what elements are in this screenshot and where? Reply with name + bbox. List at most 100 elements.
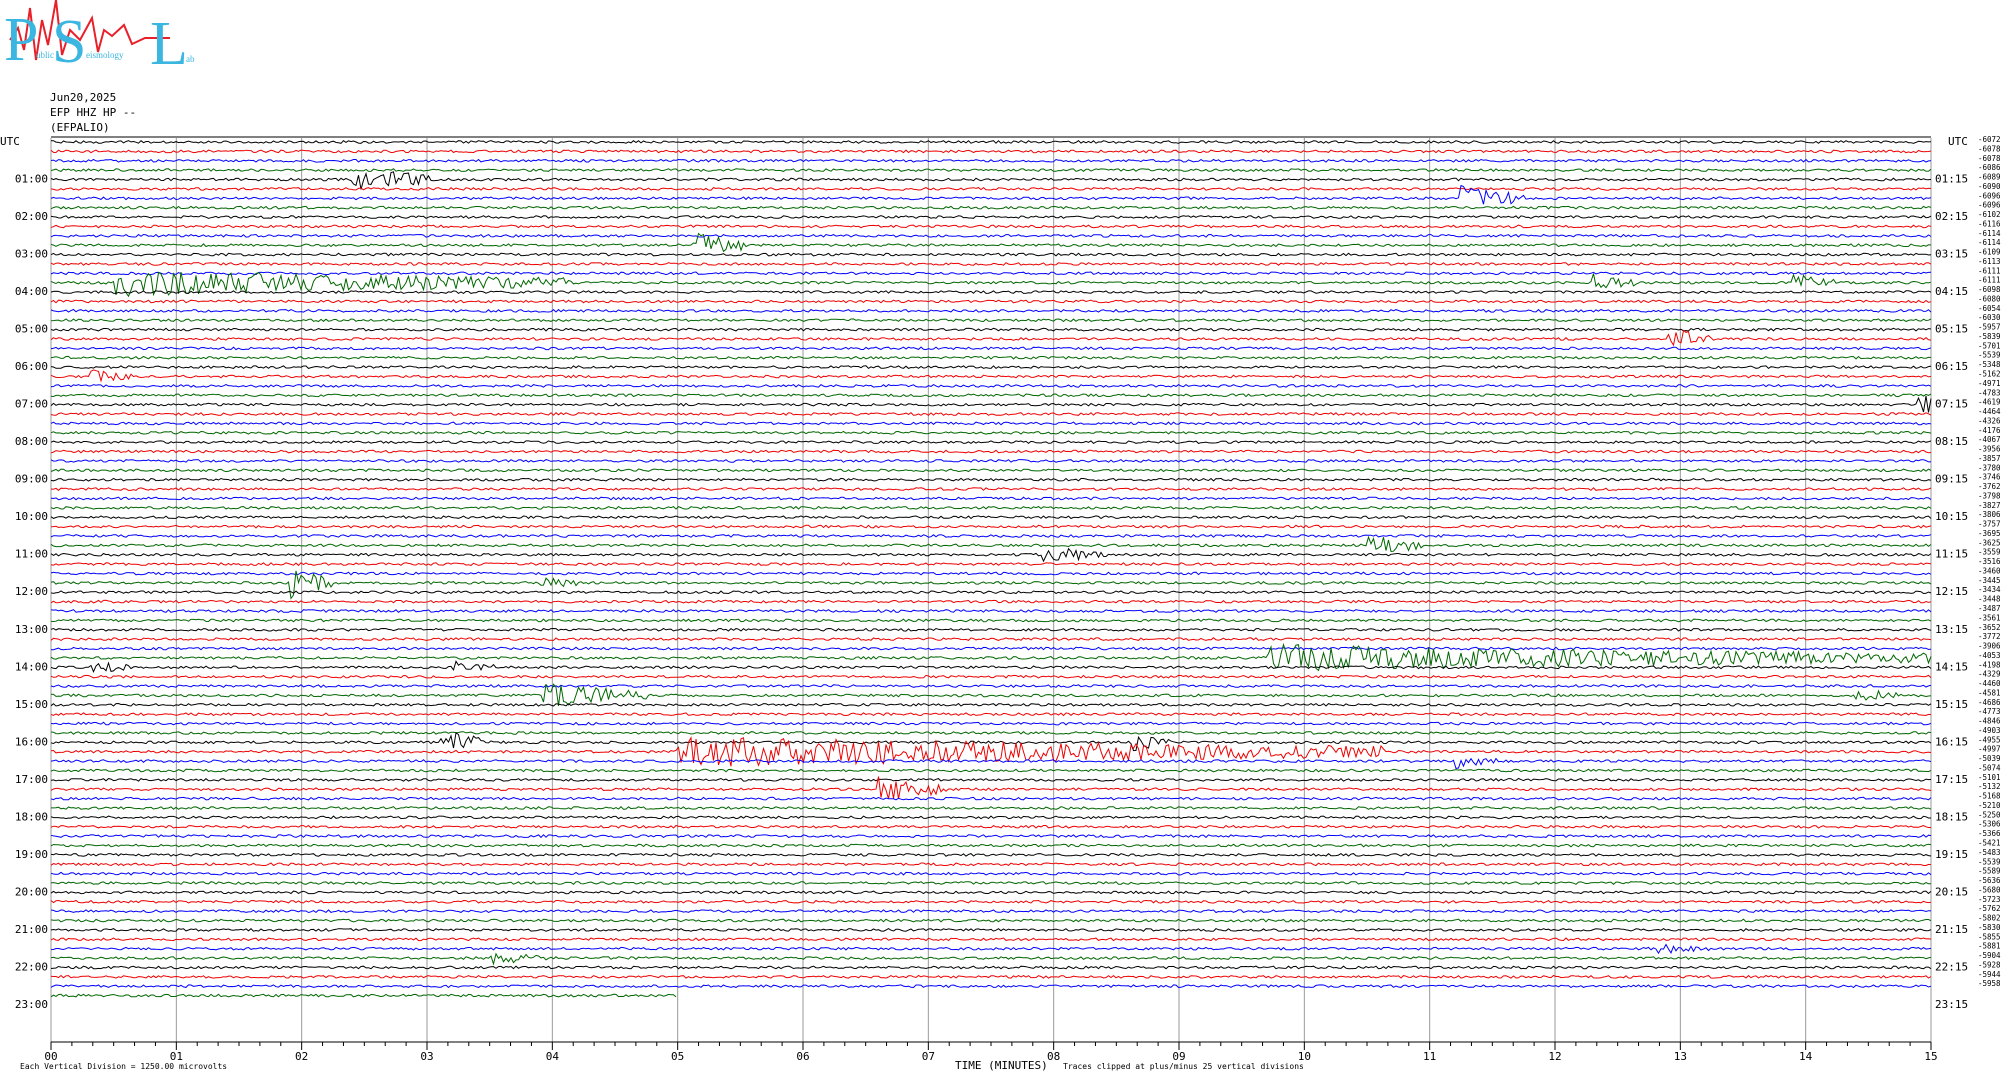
- right-hour-label: 10:15: [1935, 510, 1968, 523]
- trace: [50, 224, 1932, 229]
- trace: [50, 852, 1932, 857]
- right-hour-label: 03:15: [1935, 248, 1968, 261]
- trace-offset: -4846: [1978, 717, 2001, 726]
- trace: [50, 937, 1932, 942]
- trace-offset: -3806: [1978, 510, 2001, 519]
- trace-offset: -5589: [1978, 867, 2001, 876]
- trace-offset: -3956: [1978, 445, 2001, 454]
- trace: [50, 271, 1932, 298]
- trace-offset: -5306: [1978, 820, 2001, 829]
- trace-offset: -5680: [1978, 885, 2001, 894]
- left-hour-label: 11:00: [15, 548, 48, 561]
- trace-offset: -3827: [1978, 501, 2001, 510]
- trace: [50, 205, 1932, 210]
- trace-offset: -5101: [1978, 773, 2001, 782]
- trace-offset: -6113: [1978, 257, 2001, 266]
- x-tick-label: 14: [1799, 1050, 1813, 1063]
- trace: [50, 618, 1932, 623]
- trace: [50, 308, 1932, 313]
- x-tick-label: 09: [1172, 1050, 1185, 1063]
- trace: [50, 609, 1932, 613]
- x-tick-label: 04: [546, 1050, 560, 1063]
- trace: [50, 496, 1932, 501]
- right-hour-label: 01:15: [1935, 173, 1968, 186]
- trace-offset: -4955: [1978, 735, 2001, 744]
- trace: [50, 383, 1932, 388]
- trace: [50, 171, 1932, 190]
- trace-offset: -6078: [1978, 144, 2001, 153]
- trace-offset: -5539: [1978, 857, 2001, 866]
- trace: [50, 158, 1932, 163]
- right-hour-label: 05:15: [1935, 323, 1968, 336]
- trace: [50, 683, 1932, 706]
- trace-offset: -6109: [1978, 248, 2001, 257]
- trace-offset: -5168: [1978, 792, 2001, 801]
- left-timezone: UTC: [0, 135, 20, 148]
- x-tick-label: 08: [1047, 1050, 1060, 1063]
- left-hour-label: 04:00: [15, 285, 48, 298]
- trace-offset: -3460: [1978, 566, 2001, 575]
- trace-offset: -4997: [1978, 745, 2001, 754]
- trace: [50, 421, 1932, 426]
- trace-offset: -4773: [1978, 707, 2001, 716]
- trace: [50, 233, 1932, 238]
- right-hour-label: 09:15: [1935, 473, 1968, 486]
- left-hour-label: 21:00: [15, 923, 48, 936]
- left-hour-label: 05:00: [15, 323, 48, 336]
- trace: [50, 140, 1932, 144]
- trace-offset: -5701: [1978, 341, 2001, 350]
- trace: [50, 365, 1932, 370]
- trace: [50, 918, 1932, 923]
- trace-offset: -3448: [1978, 595, 2001, 604]
- trace-offset: -3757: [1978, 520, 2001, 529]
- right-hour-label: 22:15: [1935, 960, 1968, 973]
- trace: [50, 899, 1932, 904]
- trace: [50, 702, 1932, 707]
- trace: [50, 271, 1932, 276]
- x-tick-label: 15: [1924, 1050, 1937, 1063]
- trace-offset: -5366: [1978, 829, 2001, 838]
- right-hour-label: 07:15: [1935, 398, 1968, 411]
- x-tick-label: 11: [1423, 1050, 1436, 1063]
- trace: [50, 215, 1932, 219]
- trace: [50, 834, 1932, 839]
- logo-letter: S: [52, 8, 86, 76]
- trace-offset: -3780: [1978, 463, 2001, 472]
- trace-offset: -3652: [1978, 623, 2001, 632]
- right-hour-label: 04:15: [1935, 285, 1968, 298]
- trace-offset: -5944: [1978, 970, 2001, 979]
- trace: [50, 646, 1932, 651]
- trace: [50, 731, 1932, 735]
- trace: [50, 952, 1932, 966]
- trace-offset: -5830: [1978, 923, 2001, 932]
- logo-word: ublic: [36, 50, 54, 60]
- logo-letter: P: [4, 6, 38, 74]
- trace: [50, 395, 1932, 413]
- trace-offset: -4686: [1978, 698, 2001, 707]
- left-hour-label: 03:00: [15, 248, 48, 261]
- labels: 00 01 02 03 04 05 06 07 08 09 10 11 12 13 14 15 01:00 02:…: [15, 135, 2001, 1063]
- trace: [51, 806, 1932, 810]
- logo-letter: L: [150, 10, 188, 78]
- trace: [50, 505, 1932, 510]
- trace: [50, 974, 1932, 979]
- left-hour-label: 14:00: [15, 660, 48, 673]
- logo: P S L ublic eismology ab: [4, 0, 195, 78]
- right-hour-label: 16:15: [1935, 735, 1968, 748]
- trace: [50, 262, 1932, 266]
- trace: [50, 535, 1932, 553]
- right-hour-label: 02:15: [1935, 210, 1968, 223]
- trace: [50, 477, 1932, 482]
- trace-offset: -6116: [1978, 219, 2001, 228]
- trace: [50, 393, 1932, 398]
- right-hour-label: 20:15: [1935, 885, 1968, 898]
- trace: [50, 562, 1932, 567]
- trace-offset: -6054: [1978, 304, 2001, 313]
- trace: [50, 149, 1932, 154]
- left-hour-label: 17:00: [15, 773, 48, 786]
- trace: [50, 570, 1932, 600]
- trace-offset: -3561: [1978, 613, 2001, 622]
- trace-offset: -6080: [1978, 294, 2001, 303]
- trace-offset: -4326: [1978, 416, 2001, 425]
- trace-offset: -5210: [1978, 801, 2001, 810]
